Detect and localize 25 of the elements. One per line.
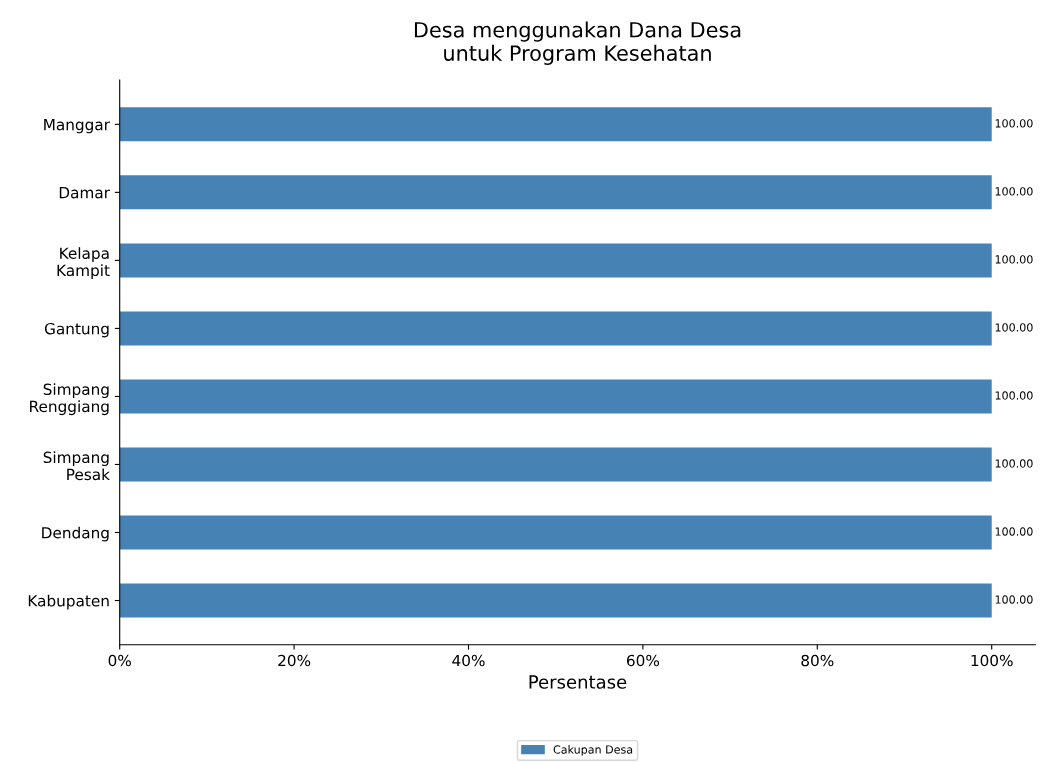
data-label: 100.00 [995,323,1033,332]
x-tick-label: 60% [626,654,660,667]
data-label: 100.00 [995,255,1033,264]
data-label: 100.00 [995,391,1033,400]
data-label: 100.00 [995,119,1033,128]
y-tick-label: Gantung [44,322,109,338]
y-tick-label: Damar [59,187,110,199]
chart-title: Desa menggunakan Dana Desa untuk Program Kesehatan [414,21,741,65]
y-tick-label: Manggar [44,119,110,134]
data-label: 100.00 [995,459,1033,468]
data-label: 100.00 [995,187,1033,196]
y-tick-label: Kabupaten [28,594,109,610]
legend-label: Cakupan Desa [553,745,633,756]
x-tick-label: 20% [278,654,311,667]
x-tick-label: 40% [452,654,485,667]
x-tick-label: 0% [108,654,131,667]
y-tick-label: Simpang Renggiang [30,383,109,416]
y-tick-label: Dendang [42,526,109,542]
y-tick-label: Kelapa Kampit [57,247,110,280]
x-axis-title: Persentase [529,675,627,689]
x-tick-label: 80% [801,654,834,667]
x-tick-label: 100% [971,654,1013,667]
data-label: 100.00 [995,527,1033,536]
data-label: 100.00 [995,595,1033,604]
y-tick-label: Simpang Pesak [43,451,110,481]
